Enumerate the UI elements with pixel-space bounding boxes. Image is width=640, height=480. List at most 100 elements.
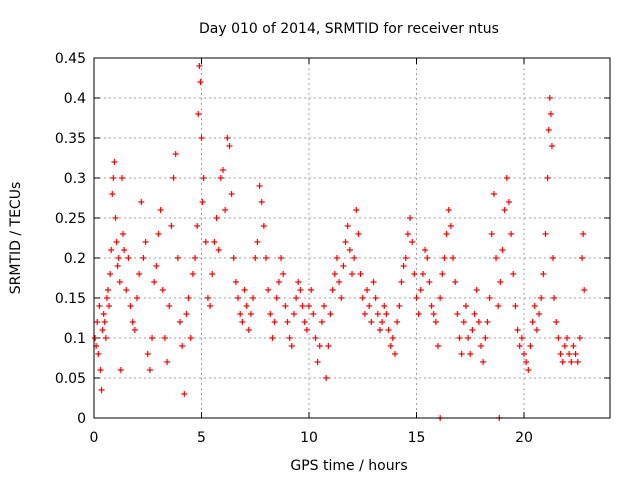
data-point bbox=[424, 255, 431, 261]
data-point bbox=[473, 287, 480, 293]
data-point bbox=[177, 319, 183, 325]
data-point bbox=[316, 343, 323, 349]
data-point bbox=[237, 311, 244, 317]
data-point bbox=[226, 143, 233, 149]
data-point bbox=[480, 359, 487, 365]
y-axis-label: SRMTID / TECUs bbox=[8, 182, 24, 295]
data-point bbox=[574, 359, 581, 365]
data-point bbox=[297, 287, 304, 293]
data-point bbox=[557, 351, 564, 357]
data-point bbox=[460, 319, 467, 325]
data-point bbox=[488, 231, 495, 237]
data-point bbox=[499, 247, 506, 253]
data-point bbox=[514, 327, 521, 333]
data-point bbox=[383, 311, 390, 317]
data-point bbox=[278, 255, 285, 261]
data-point bbox=[220, 167, 226, 173]
x-tick-label: 20 bbox=[515, 430, 533, 446]
data-point bbox=[303, 327, 310, 333]
data-point bbox=[580, 231, 587, 237]
data-point bbox=[209, 271, 216, 277]
x-axis-label: GPS time / hours bbox=[290, 458, 407, 474]
data-point bbox=[553, 319, 560, 325]
data-point bbox=[394, 319, 401, 325]
data-point bbox=[123, 287, 130, 293]
data-point bbox=[295, 279, 302, 285]
data-point bbox=[333, 255, 340, 261]
data-point bbox=[536, 311, 543, 317]
data-point bbox=[134, 295, 140, 301]
data-point bbox=[273, 295, 280, 301]
data-point bbox=[441, 255, 448, 261]
data-point bbox=[288, 343, 295, 349]
data-point bbox=[407, 215, 414, 221]
data-point bbox=[366, 303, 373, 309]
data-point bbox=[170, 175, 177, 181]
data-point bbox=[497, 279, 504, 285]
chart-title: Day 010 of 2014, SRMTID for receiver ntu… bbox=[199, 21, 499, 37]
data-point bbox=[211, 239, 218, 245]
data-point bbox=[265, 287, 272, 293]
data-point bbox=[417, 287, 424, 293]
data-point bbox=[286, 335, 293, 341]
data-point bbox=[151, 279, 158, 285]
data-point bbox=[450, 255, 457, 261]
data-point bbox=[100, 311, 107, 317]
data-point bbox=[207, 303, 214, 309]
data-point bbox=[508, 231, 515, 237]
data-point bbox=[409, 239, 416, 245]
data-point bbox=[374, 311, 381, 317]
data-point bbox=[564, 335, 570, 341]
data-point bbox=[111, 159, 118, 165]
data-point bbox=[364, 287, 371, 293]
data-point bbox=[138, 199, 145, 205]
data-point bbox=[293, 295, 300, 301]
data-point bbox=[96, 303, 103, 309]
data-point bbox=[228, 191, 235, 197]
data-point bbox=[379, 319, 386, 325]
data-point bbox=[430, 311, 437, 317]
data-point bbox=[437, 295, 444, 301]
data-point bbox=[310, 311, 317, 317]
data-point bbox=[435, 343, 441, 349]
data-point bbox=[505, 199, 512, 205]
plot-frame bbox=[93, 57, 611, 419]
x-tick-label: 0 bbox=[90, 430, 99, 446]
data-point bbox=[204, 295, 211, 301]
data-point bbox=[323, 375, 330, 381]
data-point bbox=[533, 327, 540, 333]
data-point bbox=[94, 319, 101, 325]
data-point bbox=[349, 271, 355, 277]
data-point bbox=[465, 335, 472, 341]
data-point bbox=[392, 351, 398, 357]
data-point bbox=[312, 335, 319, 341]
data-point bbox=[321, 303, 328, 309]
y-tick-label: 0.1 bbox=[64, 331, 86, 347]
data-point bbox=[110, 175, 117, 181]
data-point bbox=[486, 295, 493, 301]
data-point bbox=[570, 343, 577, 349]
data-point bbox=[164, 359, 171, 365]
data-point bbox=[351, 255, 358, 261]
data-point bbox=[344, 223, 351, 229]
y-tick-label: 0 bbox=[77, 411, 86, 427]
data-point bbox=[196, 63, 203, 69]
data-point bbox=[357, 271, 364, 277]
axis-ticks: 0 0.05 0.1 0.15 0.2 0.25 0.3 0.35 0.4 0.45 0 5 10 15 2… bbox=[55, 51, 610, 446]
data-point bbox=[308, 287, 315, 293]
data-point bbox=[241, 287, 248, 293]
data-point bbox=[230, 255, 237, 261]
data-point bbox=[282, 303, 289, 309]
data-point bbox=[187, 335, 194, 341]
data-point bbox=[484, 319, 491, 325]
data-point bbox=[555, 335, 562, 341]
data-point bbox=[247, 311, 254, 317]
data-point bbox=[559, 359, 566, 365]
data-point bbox=[471, 311, 478, 317]
data-point bbox=[155, 231, 162, 237]
data-point bbox=[284, 319, 291, 325]
data-point bbox=[127, 303, 134, 309]
data-point bbox=[545, 127, 552, 133]
data-point bbox=[194, 223, 201, 229]
x-tick-label: 10 bbox=[300, 430, 318, 446]
